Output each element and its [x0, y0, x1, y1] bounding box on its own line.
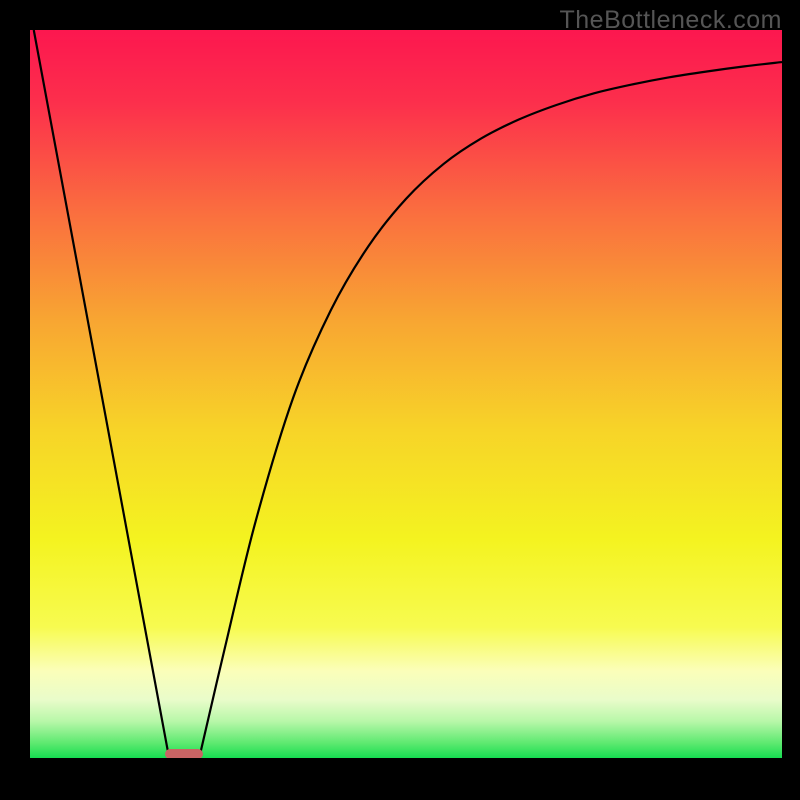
plot-area [30, 30, 782, 758]
optimal-range-marker [165, 749, 203, 758]
gradient-background [30, 30, 782, 758]
watermark-text: TheBottleneck.com [560, 6, 783, 35]
